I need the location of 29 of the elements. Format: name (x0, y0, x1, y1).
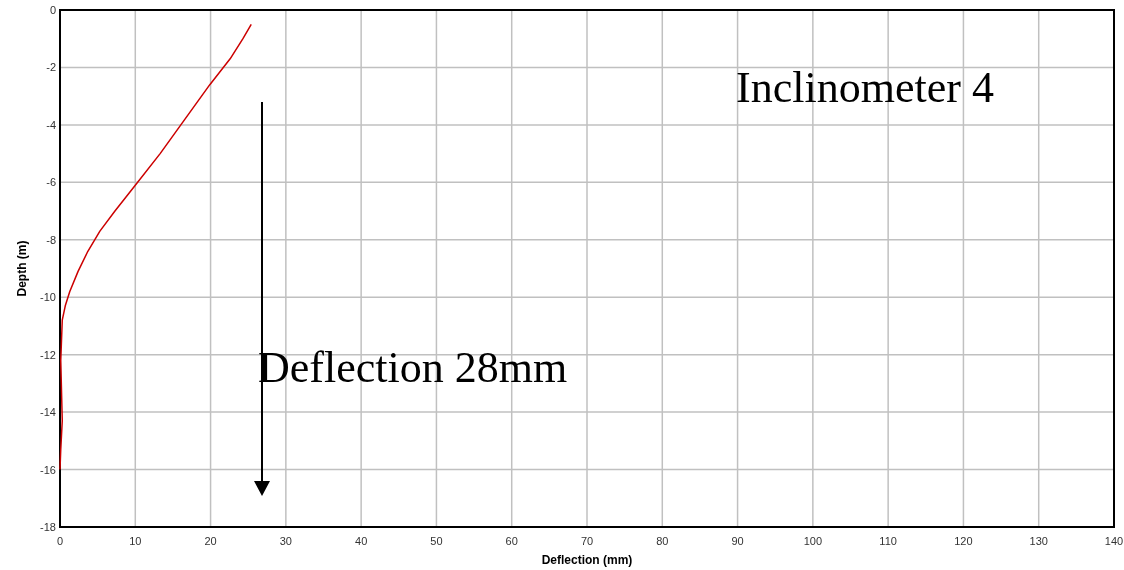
x-tick-label: 90 (731, 535, 744, 547)
x-tick-label: 70 (580, 535, 594, 547)
y-tick-label: -18 (40, 521, 56, 533)
y-tick-label: -12 (40, 348, 56, 361)
y-tick-label: 0 (49, 4, 56, 16)
x-tick-label: 60 (505, 535, 518, 547)
y-tick-label: -6 (46, 176, 56, 189)
y-tick-label: -10 (40, 291, 56, 304)
y-tick-label: -4 (46, 118, 56, 131)
x-tick-label: 80 (656, 535, 669, 547)
line-series (59, 23, 252, 471)
x-tick-label: 120 (954, 535, 973, 547)
x-tick-label: 10 (129, 535, 142, 547)
x-tick-label: 110 (879, 535, 897, 547)
y-tick-label: -2 (46, 61, 56, 74)
x-tick-label: 30 (279, 535, 292, 547)
x-tick-label: 0 (56, 535, 64, 547)
x-tick-label: 140 (1104, 535, 1124, 547)
y-tick-label: -14 (40, 406, 56, 419)
y-tick-label: -8 (46, 233, 56, 246)
x-axis-title: Deflection (mm) (541, 553, 633, 567)
annotation: Inclinometer 4 (736, 63, 994, 112)
x-tick-label: 130 (1029, 535, 1048, 547)
y-tick-label: -16 (40, 463, 56, 476)
x-tick-label: 50 (430, 535, 443, 547)
x-tick-label: 20 (204, 535, 217, 547)
y-axis-title: Depth (m) (15, 240, 29, 297)
x-tick-label: 100 (803, 535, 823, 547)
x-tick-label: 40 (355, 535, 368, 547)
